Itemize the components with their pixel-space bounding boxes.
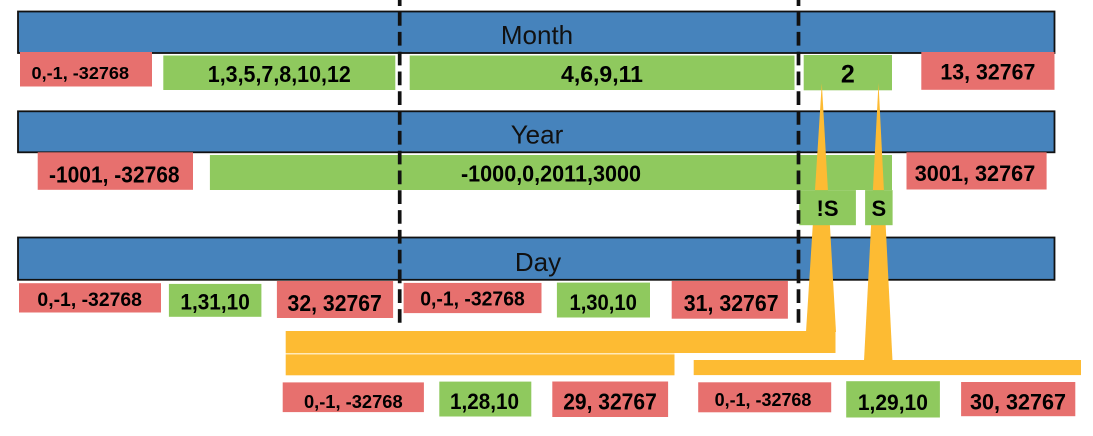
svg-text:4,6,9,11: 4,6,9,11 [561, 61, 643, 87]
svg-text:S: S [872, 196, 887, 221]
svg-text:1,28,10: 1,28,10 [450, 389, 519, 414]
svg-text:Month: Month [501, 20, 573, 50]
svg-text:2: 2 [841, 60, 855, 88]
svg-text:0,-1, -32768: 0,-1, -32768 [715, 389, 812, 410]
svg-text:30, 32767: 30, 32767 [970, 390, 1066, 415]
svg-text:!S: !S [817, 196, 839, 221]
svg-text:Year: Year [511, 120, 564, 150]
svg-text:0,-1, -32768: 0,-1, -32768 [32, 63, 130, 83]
svg-text:29, 32767: 29, 32767 [563, 388, 657, 414]
svg-text:0,-1, -32768: 0,-1, -32768 [37, 290, 142, 311]
svg-text:1,29,10: 1,29,10 [858, 390, 928, 415]
svg-text:32, 32767: 32, 32767 [288, 290, 382, 316]
svg-text:1,3,5,7,8,10,12: 1,3,5,7,8,10,12 [208, 61, 351, 87]
svg-text:1,30,10: 1,30,10 [569, 290, 637, 315]
svg-text:0,-1, -32768: 0,-1, -32768 [420, 288, 525, 310]
svg-text:Day: Day [515, 247, 561, 277]
svg-text:13, 32767: 13, 32767 [940, 59, 1035, 84]
svg-text:1,31,10: 1,31,10 [180, 290, 249, 315]
svg-text:0,-1, -32768: 0,-1, -32768 [304, 391, 403, 412]
svg-text:31, 32767: 31, 32767 [684, 290, 779, 316]
svg-text:3001, 32767: 3001, 32767 [915, 161, 1036, 186]
svg-text:-1000,0,2011,3000: -1000,0,2011,3000 [461, 161, 641, 187]
svg-text:-1001, -32768: -1001, -32768 [49, 161, 180, 187]
